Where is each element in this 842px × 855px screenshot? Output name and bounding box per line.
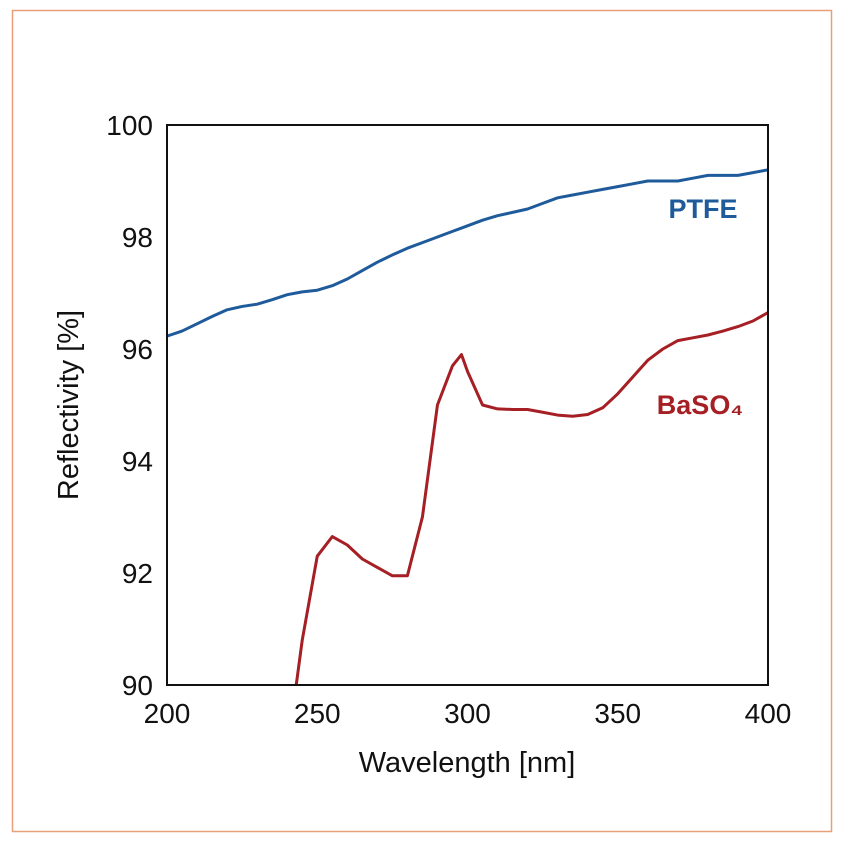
y-tick-label: 90: [122, 670, 153, 701]
series-label: BaSO₄: [657, 390, 743, 420]
y-tick-label: 92: [122, 558, 153, 589]
frame: [11, 9, 833, 833]
x-tick-label: 300: [444, 698, 491, 729]
x-axis-title: Wavelength [nm]: [359, 747, 576, 779]
y-axis-title: Reflectivity [%]: [53, 310, 85, 500]
y-tick-label: 98: [122, 222, 153, 253]
x-tick-label: 350: [594, 698, 641, 729]
y-tick-label: 94: [122, 446, 153, 477]
y-tick-label: 100: [106, 110, 153, 141]
y-tick-label: 96: [122, 334, 153, 365]
series-line: [294, 311, 769, 686]
plot-frame: [166, 124, 769, 686]
x-tick-label: 200: [144, 698, 191, 729]
series-line: [166, 168, 769, 338]
x-tick-label: 250: [294, 698, 341, 729]
series-label: PTFE: [668, 194, 737, 224]
x-tick-label: 400: [745, 698, 792, 729]
